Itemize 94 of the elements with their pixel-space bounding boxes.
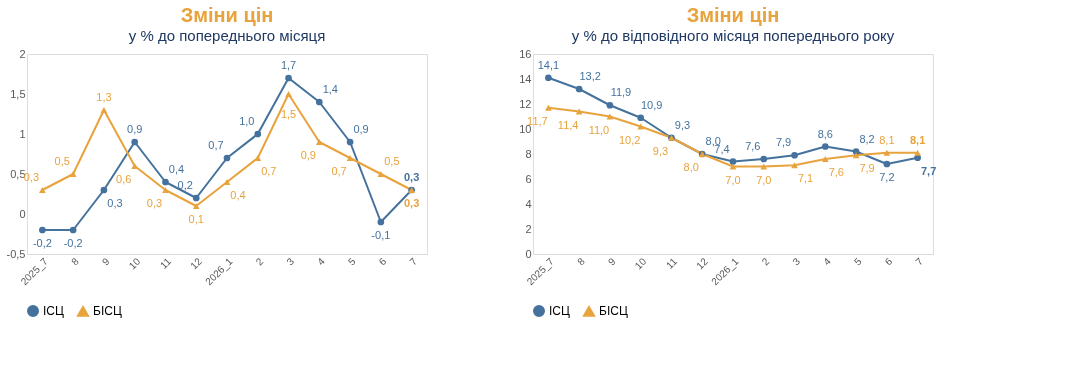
data-label: 14,1: [537, 58, 560, 71]
data-label: 7,6: [745, 140, 761, 152]
y-tick-label: 1: [19, 127, 26, 140]
data-label: 0,7: [208, 139, 224, 151]
x-tick-label: 7: [407, 255, 420, 268]
x-tick-label: 4: [821, 255, 834, 268]
legend-label: ІСЦ: [549, 304, 570, 318]
chart-subtitle: у % до попереднього місяця: [128, 27, 326, 44]
data-label: 11,0: [588, 123, 610, 136]
x-tick-label: 10: [632, 255, 649, 272]
data-label: 1,3: [96, 91, 112, 103]
data-label: 0,3: [23, 171, 40, 183]
x-tick-label: 8: [69, 255, 82, 268]
data-label: 7,2: [879, 171, 895, 183]
x-tick-label: 6: [376, 255, 389, 268]
data-label: 10,9: [640, 98, 663, 111]
data-label: 1,7: [280, 59, 297, 71]
y-tick-label: 8: [525, 147, 532, 160]
data-label: 7,0: [725, 173, 741, 186]
data-label: 0,7: [331, 165, 347, 177]
x-tick-label: 6: [882, 255, 895, 268]
data-label: -0,2: [32, 237, 52, 249]
data-label: 8,1: [909, 133, 926, 146]
x-tick-label: 2: [759, 255, 772, 268]
data-label: 11,9: [610, 86, 632, 99]
y-tick-label: 0,5: [10, 167, 26, 180]
data-label: 7,0: [756, 173, 772, 186]
data-label: 7,9: [775, 136, 792, 149]
data-label: 8,6: [817, 127, 833, 140]
y-tick-label: 4: [525, 197, 532, 210]
data-label: 1,4: [322, 83, 338, 95]
x-tick-label: 3: [284, 255, 297, 268]
data-label: 7,1: [797, 172, 814, 185]
data-label: 0,9: [300, 149, 316, 161]
data-label: 0,3: [403, 197, 420, 209]
data-label: 0,2: [177, 179, 193, 191]
data-label: 0,9: [353, 123, 369, 135]
y-tick-label: 14: [519, 72, 532, 85]
y-tick-label: 1,5: [10, 87, 26, 100]
data-label: -0,1: [371, 229, 391, 241]
x-tick-label: 4: [315, 255, 328, 268]
x-tick-label: 5: [851, 255, 864, 268]
data-label: 8,1: [879, 133, 895, 146]
x-tick-label: 12: [694, 255, 711, 272]
chart-title: Зміни цін: [686, 4, 780, 26]
y-tick-label: 2: [19, 47, 26, 60]
legend-label: БІСЦ: [599, 304, 628, 319]
x-tick-label: 9: [99, 255, 112, 268]
x-tick-label: 8: [575, 255, 588, 268]
chart-title: Зміни цін: [180, 4, 274, 26]
data-label: 0,4: [230, 189, 246, 201]
x-tick-label: 12: [188, 255, 205, 272]
data-label: 7,6: [828, 166, 844, 178]
data-label: 0,5: [384, 155, 400, 167]
legend-label: ІСЦ: [43, 304, 64, 318]
data-label: 9,3: [674, 118, 691, 131]
y-tick-label: 0: [19, 207, 26, 220]
data-label: 8,0: [683, 161, 699, 173]
data-label: -0,2: [63, 237, 83, 249]
x-tick-label: 10: [126, 255, 143, 272]
data-label: 0,1: [188, 213, 204, 225]
data-label: 0,9: [127, 123, 143, 135]
x-tick-label: 11: [663, 255, 680, 271]
data-label: 0,7: [261, 165, 277, 177]
data-label: 0,3: [403, 171, 420, 183]
x-tick-label: 5: [345, 255, 358, 268]
data-label: 1,5: [280, 108, 297, 120]
y-tick-label: 12: [519, 97, 532, 110]
x-tick-label: 9: [605, 255, 618, 268]
legend-label: БІСЦ: [93, 304, 122, 319]
data-label: 8,2: [859, 132, 875, 145]
data-label: 11,4: [557, 118, 579, 131]
data-label: 0,3: [146, 197, 163, 209]
data-label: 13,2: [579, 70, 601, 82]
data-label: 0,6: [116, 173, 132, 185]
x-tick-label: 3: [790, 255, 803, 268]
data-label: 0,3: [107, 197, 123, 209]
data-label: 7,9: [859, 162, 875, 175]
y-tick-label: 6: [525, 172, 532, 185]
y-tick-label: 2: [525, 222, 532, 235]
data-label: 7,7: [920, 164, 937, 177]
x-tick-label: 11: [157, 255, 174, 271]
chart-subtitle: у % до відповідного місяця попереднього року: [571, 27, 895, 44]
y-tick-label: 0: [525, 247, 532, 260]
data-label: 1,0: [239, 115, 255, 127]
x-tick-label: 7: [913, 255, 926, 268]
data-label: 8,0: [705, 135, 721, 147]
data-label: 11,7: [527, 114, 548, 127]
data-label: 0,4: [168, 163, 185, 175]
data-label: 0,5: [54, 155, 70, 167]
y-tick-label: 16: [519, 47, 532, 60]
x-tick-label: 2: [253, 255, 266, 268]
data-label: 9,3: [652, 144, 669, 157]
data-label: 10,2: [618, 133, 641, 146]
